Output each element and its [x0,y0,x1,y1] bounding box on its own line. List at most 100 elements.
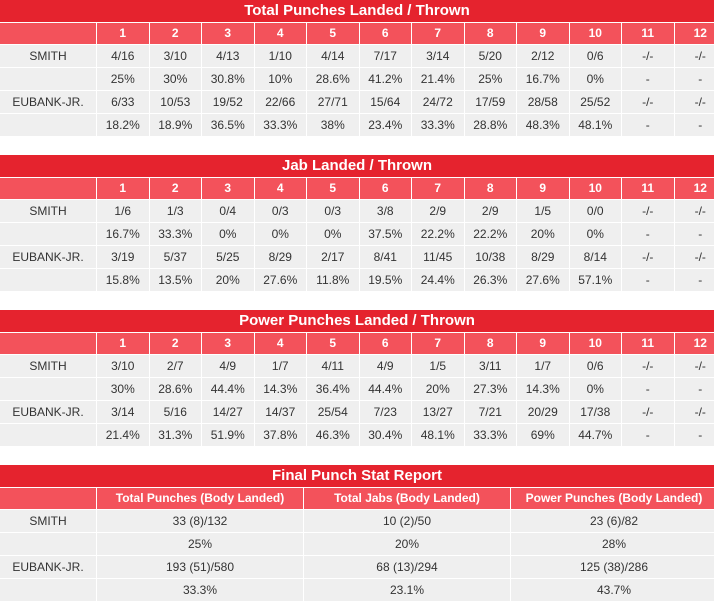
stat-cell: 8/29 [516,246,569,268]
stat-cell: 0/3 [306,200,359,222]
table-title: Power Punches Landed / Thrown [0,310,714,332]
stat-cell: 28/58 [516,91,569,113]
stat-cell: 8/14 [569,246,622,268]
stat-cell: 27.6% [516,269,569,291]
stat-cell: 16.7% [96,223,149,245]
fighter-name: SMITH [0,45,96,67]
round-header: 9 [516,23,569,44]
stat-cell: 4/16 [96,45,149,67]
stat-cell: - [621,114,674,136]
round-header: 3 [201,333,254,354]
fighter-name [0,533,96,555]
round-header: 9 [516,178,569,199]
stat-cell: 20/29 [516,401,569,423]
stat-cell: 48.3% [516,114,569,136]
stat-cell: 46.3% [306,424,359,446]
stat-cell: 2/9 [411,200,464,222]
table-row: 25%20%28% [0,532,714,555]
stat-cell: 3/8 [359,200,412,222]
table-row: 21.4%31.3%51.9%37.8%46.3%30.4%48.1%33.3%… [0,423,714,446]
stat-cell: 14.3% [516,378,569,400]
stat-cell: 1/5 [516,200,569,222]
stat-cell: 31.3% [149,424,202,446]
stat-cell: 3/10 [96,355,149,377]
stat-cell: 5/37 [149,246,202,268]
round-header: 4 [254,333,307,354]
round-header: 2 [149,23,202,44]
stat-cell: 1/10 [254,45,307,67]
round-header: 5 [306,333,359,354]
fighter-name [0,579,96,601]
round-header: 2 [149,333,202,354]
stat-cell: 22/66 [254,91,307,113]
table-title: Total Punches Landed / Thrown [0,0,714,22]
stat-cell: 2/9 [464,200,517,222]
stat-cell: 2/12 [516,45,569,67]
stat-cell: 1/3 [149,200,202,222]
stat-cell: 22.2% [411,223,464,245]
stat-cell: 38% [306,114,359,136]
fighter-name [0,424,96,446]
fighter-name: EUBANK-JR. [0,91,96,113]
stat-cell: 0% [201,223,254,245]
stat-cell: - [674,114,714,136]
stat-cell: 23.1% [303,579,510,601]
stat-cell: 8/41 [359,246,412,268]
stat-cell: 10/38 [464,246,517,268]
stat-cell: -/- [674,401,714,423]
stat-cell: 6/33 [96,91,149,113]
stat-cell: 10% [254,68,307,90]
stat-cell: 0/6 [569,355,622,377]
stat-cell: 7/17 [359,45,412,67]
stat-cell: 44.4% [201,378,254,400]
stat-cell: 25/52 [569,91,622,113]
round-header: 11 [621,178,674,199]
fighter-name: EUBANK-JR. [0,401,96,423]
stat-cell: 20% [201,269,254,291]
stat-cell: 20% [303,533,510,555]
round-header: 1 [96,23,149,44]
round-header: 7 [411,333,464,354]
round-header: 10 [569,23,622,44]
round-header: 3 [201,178,254,199]
stat-cell: 20% [516,223,569,245]
round-header: 12 [674,23,714,44]
stat-cell: 21.4% [96,424,149,446]
stat-cell: 25% [96,68,149,90]
round-header: 2 [149,178,202,199]
stat-cell: 30% [96,378,149,400]
stat-cell: 57.1% [569,269,622,291]
stat-cell: 20% [411,378,464,400]
fighter-name [0,378,96,400]
stat-cell: -/- [674,200,714,222]
table-row: 16.7%33.3%0%0%0%37.5%22.2%22.2%20%0%-- [0,222,714,245]
round-header: 4 [254,178,307,199]
stat-cell: - [621,223,674,245]
stat-cell: 2/17 [306,246,359,268]
stat-cell: 28% [510,533,714,555]
fighter-name [0,68,96,90]
header-spacer [0,178,96,199]
stat-cell: 11/45 [411,246,464,268]
table-row: 25%30%30.8%10%28.6%41.2%21.4%25%16.7%0%-… [0,67,714,90]
round-header: 11 [621,23,674,44]
stat-cell: 48.1% [411,424,464,446]
fighter-name: SMITH [0,355,96,377]
round-header: 6 [359,178,412,199]
table-row: 15.8%13.5%20%27.6%11.8%19.5%24.4%26.3%27… [0,268,714,291]
stat-cell: 16.7% [516,68,569,90]
stat-cell: - [674,68,714,90]
stat-cell: 37.8% [254,424,307,446]
stat-cell: 68 (13)/294 [303,556,510,578]
header-spacer [0,23,96,44]
stat-cell: -/- [621,355,674,377]
stat-cell: 43.7% [510,579,714,601]
stat-cell: - [621,269,674,291]
stat-cell: 4/9 [359,355,412,377]
